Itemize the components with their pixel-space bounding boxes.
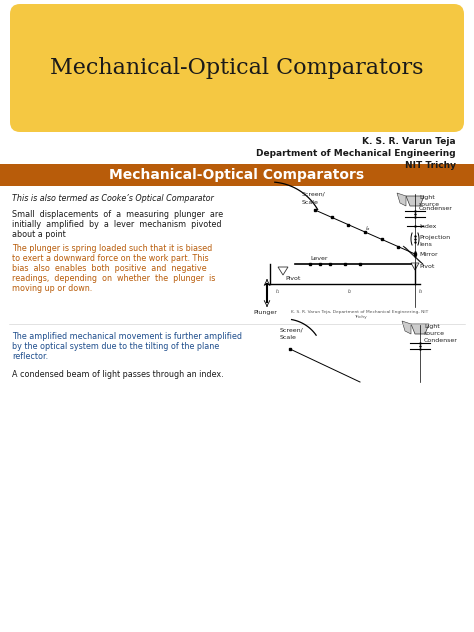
Text: Pivot: Pivot bbox=[419, 265, 434, 269]
FancyBboxPatch shape bbox=[10, 4, 464, 132]
Text: source: source bbox=[419, 202, 440, 207]
Text: source: source bbox=[424, 331, 445, 336]
Text: Light: Light bbox=[424, 324, 440, 329]
Text: Index: Index bbox=[419, 224, 437, 229]
Text: Scale: Scale bbox=[280, 335, 297, 340]
Text: The plunger is spring loaded such that it is biased: The plunger is spring loaded such that i… bbox=[12, 244, 212, 253]
Text: $l_1$: $l_1$ bbox=[275, 287, 280, 296]
Text: Mirror: Mirror bbox=[419, 252, 438, 257]
Polygon shape bbox=[411, 324, 429, 334]
Text: Projection: Projection bbox=[419, 234, 450, 240]
Bar bbox=[0, 164, 474, 186]
Text: The amplified mechanical movement is further amplified: The amplified mechanical movement is fur… bbox=[12, 332, 242, 341]
Text: readings,  depending  on  whether  the  plunger  is: readings, depending on whether the plung… bbox=[12, 274, 215, 283]
Polygon shape bbox=[406, 196, 424, 206]
Text: to exert a downward force on the work part. This: to exert a downward force on the work pa… bbox=[12, 254, 209, 263]
Text: about a point: about a point bbox=[12, 230, 66, 239]
Text: Small  displacements  of  a  measuring  plunger  are: Small displacements of a measuring plung… bbox=[12, 210, 223, 219]
Text: Screen/: Screen/ bbox=[280, 327, 304, 332]
Polygon shape bbox=[403, 246, 423, 264]
Text: Lever: Lever bbox=[310, 256, 328, 261]
Text: Scale: Scale bbox=[302, 200, 319, 205]
Text: Plunger: Plunger bbox=[253, 310, 277, 315]
Text: K. S. R. Varun Teja, Department of Mechanical Engineering, NIT
Trichy: K. S. R. Varun Teja, Department of Mecha… bbox=[292, 310, 428, 319]
Polygon shape bbox=[402, 321, 411, 334]
Text: Mechanical-Optical Comparators: Mechanical-Optical Comparators bbox=[50, 57, 424, 79]
Polygon shape bbox=[397, 193, 406, 206]
Text: NIT Trichy: NIT Trichy bbox=[405, 161, 456, 170]
Text: moving up or down.: moving up or down. bbox=[12, 284, 92, 293]
Text: Department of Mechanical Engineering: Department of Mechanical Engineering bbox=[256, 149, 456, 158]
Text: A condensed beam of light passes through an index.: A condensed beam of light passes through… bbox=[12, 370, 224, 379]
Text: initially  amplified  by  a  lever  mechanism  pivoted: initially amplified by a lever mechanism… bbox=[12, 220, 221, 229]
Text: Mechanical-Optical Comparators: Mechanical-Optical Comparators bbox=[109, 168, 365, 182]
Text: This is also termed as Cooke’s Optical Comparator: This is also termed as Cooke’s Optical C… bbox=[12, 194, 214, 203]
Text: Light: Light bbox=[419, 195, 435, 200]
Text: lens: lens bbox=[419, 241, 432, 246]
Text: $l_a$: $l_a$ bbox=[365, 224, 371, 233]
Text: by the optical system due to the tilting of the plane: by the optical system due to the tilting… bbox=[12, 342, 219, 351]
Text: Pivot: Pivot bbox=[285, 276, 301, 281]
Text: Screen/: Screen/ bbox=[302, 192, 326, 197]
Text: $l_2$: $l_2$ bbox=[347, 287, 353, 296]
Text: K. S. R. Varun Teja: K. S. R. Varun Teja bbox=[363, 137, 456, 146]
Text: reflector.: reflector. bbox=[12, 352, 48, 361]
Text: $l_3$: $l_3$ bbox=[418, 287, 423, 296]
Text: bias  also  enables  both  positive  and  negative: bias also enables both positive and nega… bbox=[12, 264, 207, 273]
Text: Condenser: Condenser bbox=[424, 339, 458, 344]
Text: Condenser: Condenser bbox=[419, 207, 453, 212]
